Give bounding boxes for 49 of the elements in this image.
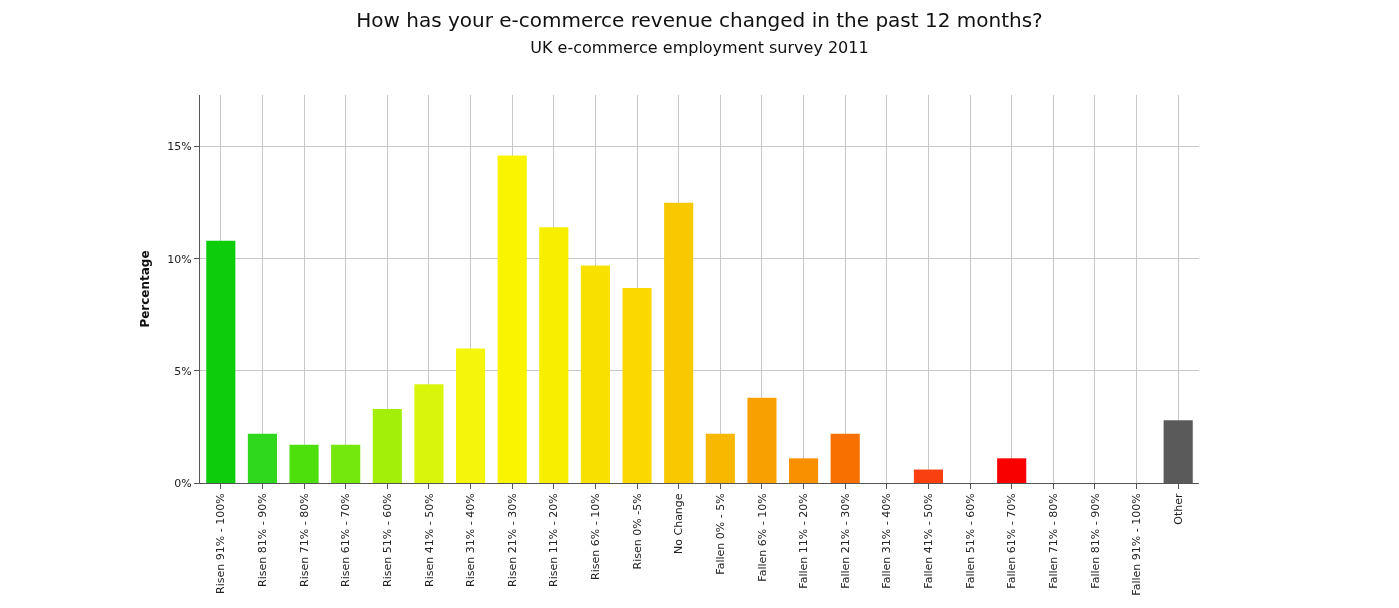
x-tick-label: Fallen 6% - 10% <box>755 493 769 582</box>
y-tick-label: 15% <box>167 140 192 154</box>
x-tick-label: Risen 6% - 10% <box>589 493 603 580</box>
x-tick-label: Risen 81% - 90% <box>256 493 270 587</box>
x-tick-label: Risen 51% - 60% <box>380 493 394 587</box>
x-tick-label: Risen 71% - 80% <box>297 493 311 587</box>
x-tick-label: Fallen 11% - 20% <box>797 493 811 589</box>
x-tick-label: Risen 61% - 70% <box>339 493 353 587</box>
bar <box>414 384 444 483</box>
bar <box>664 202 694 483</box>
y-tick-label: 5% <box>174 364 192 378</box>
x-tick-label: Fallen 81% - 90% <box>1088 493 1102 589</box>
bar <box>331 444 361 483</box>
bar <box>247 433 278 483</box>
chart-subtitle: UK e-commerce employment survey 2011 <box>530 38 869 58</box>
x-tick-label: Risen 11% - 20% <box>547 493 561 587</box>
x-tick-label: Fallen 71% - 80% <box>1046 493 1060 589</box>
bar <box>997 458 1027 483</box>
bar <box>788 458 819 483</box>
x-tick-label: Fallen 91% - 100% <box>1130 493 1144 596</box>
bar <box>830 433 860 483</box>
x-tick-label: Fallen 41% - 50% <box>922 493 936 589</box>
bar <box>206 240 236 483</box>
chart-title: How has your e-commerce revenue changed in the past 12 months? <box>356 8 1043 33</box>
x-tick-label: Fallen 51% - 60% <box>963 493 977 589</box>
x-tick-label: Fallen 21% - 30% <box>838 493 852 589</box>
bar <box>913 469 944 483</box>
x-tick-label: Fallen 61% - 70% <box>1005 493 1019 589</box>
bar <box>580 265 611 483</box>
x-tick-label: Risen 91% - 100% <box>214 493 228 594</box>
bar <box>622 287 652 483</box>
bar <box>747 397 777 483</box>
x-tick-label: Risen 21% - 30% <box>505 493 519 587</box>
bar <box>497 155 527 483</box>
bar <box>539 227 569 483</box>
y-tick-label: 0% <box>174 476 192 490</box>
y-tick-label: 10% <box>167 252 192 266</box>
bar <box>289 444 319 483</box>
x-tick-label: No Change <box>672 493 686 554</box>
x-tick-label: Risen 41% - 50% <box>422 493 436 587</box>
bar <box>372 408 402 483</box>
y-axis-title: Percentage <box>137 250 152 328</box>
x-tick-label: Fallen 0% - 5% <box>713 493 727 575</box>
bar <box>705 433 735 483</box>
x-tick-label: Risen 0% -5% <box>630 493 644 570</box>
x-tick-label: Fallen 31% - 40% <box>880 493 894 589</box>
x-tick-label: Other <box>1171 492 1185 525</box>
bar <box>455 348 486 483</box>
x-tick-label: Risen 31% - 40% <box>464 493 478 587</box>
